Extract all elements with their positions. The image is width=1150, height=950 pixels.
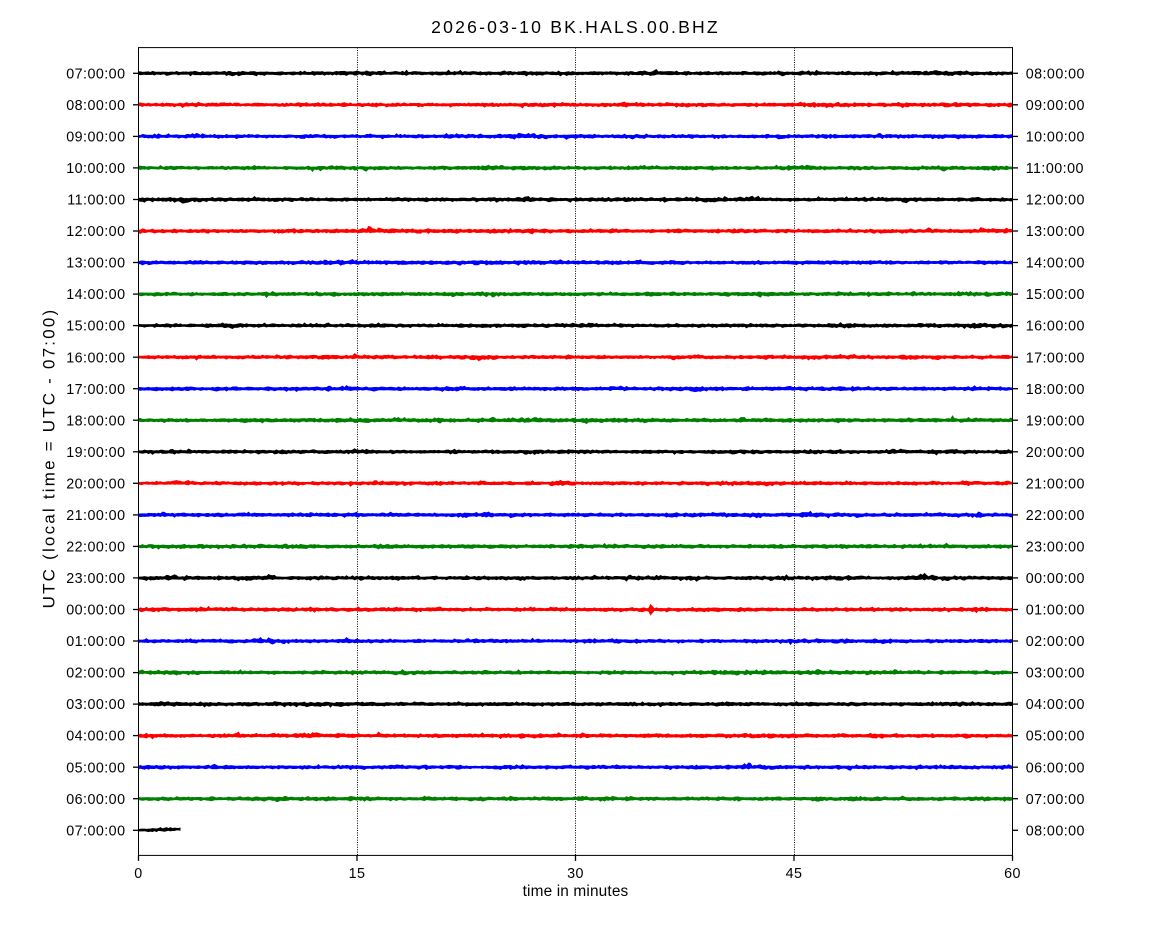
svg-text:03:00:00: 03:00:00 bbox=[66, 697, 125, 713]
svg-text:18:00:00: 18:00:00 bbox=[1026, 382, 1085, 398]
svg-text:15:00:00: 15:00:00 bbox=[1026, 287, 1085, 303]
svg-text:time in minutes: time in minutes bbox=[523, 883, 629, 900]
svg-text:15:00:00: 15:00:00 bbox=[66, 319, 125, 335]
svg-text:01:00:00: 01:00:00 bbox=[1026, 603, 1085, 619]
svg-text:02:00:00: 02:00:00 bbox=[1026, 634, 1085, 650]
svg-text:0: 0 bbox=[134, 866, 142, 882]
svg-text:00:00:00: 00:00:00 bbox=[1026, 571, 1085, 587]
svg-text:08:00:00: 08:00:00 bbox=[1026, 66, 1085, 82]
svg-text:18:00:00: 18:00:00 bbox=[66, 413, 125, 429]
svg-text:06:00:00: 06:00:00 bbox=[1026, 760, 1085, 776]
svg-text:11:00:00: 11:00:00 bbox=[1026, 161, 1084, 177]
svg-text:04:00:00: 04:00:00 bbox=[1026, 697, 1085, 713]
svg-text:08:00:00: 08:00:00 bbox=[66, 98, 125, 114]
svg-text:UTC (local time = UTC - 07:00): UTC (local time = UTC - 07:00) bbox=[40, 308, 59, 609]
svg-text:23:00:00: 23:00:00 bbox=[1026, 540, 1085, 556]
svg-text:09:00:00: 09:00:00 bbox=[66, 130, 125, 146]
svg-text:20:00:00: 20:00:00 bbox=[1026, 445, 1085, 461]
svg-text:20:00:00: 20:00:00 bbox=[66, 476, 125, 492]
svg-text:22:00:00: 22:00:00 bbox=[66, 540, 125, 556]
svg-text:07:00:00: 07:00:00 bbox=[66, 66, 125, 82]
svg-text:30: 30 bbox=[567, 866, 584, 882]
svg-text:10:00:00: 10:00:00 bbox=[1026, 130, 1085, 146]
svg-text:07:00:00: 07:00:00 bbox=[66, 823, 125, 839]
svg-text:16:00:00: 16:00:00 bbox=[66, 350, 125, 366]
svg-text:03:00:00: 03:00:00 bbox=[1026, 666, 1085, 682]
svg-text:19:00:00: 19:00:00 bbox=[1026, 413, 1085, 429]
svg-text:17:00:00: 17:00:00 bbox=[66, 382, 125, 398]
svg-text:17:00:00: 17:00:00 bbox=[1026, 350, 1085, 366]
svg-text:10:00:00: 10:00:00 bbox=[66, 161, 125, 177]
svg-text:11:00:00: 11:00:00 bbox=[67, 193, 125, 209]
svg-text:14:00:00: 14:00:00 bbox=[1026, 256, 1085, 272]
svg-text:04:00:00: 04:00:00 bbox=[66, 729, 125, 745]
svg-text:22:00:00: 22:00:00 bbox=[1026, 508, 1085, 524]
svg-text:23:00:00: 23:00:00 bbox=[66, 571, 125, 587]
svg-text:45: 45 bbox=[786, 866, 803, 882]
svg-text:13:00:00: 13:00:00 bbox=[66, 256, 125, 272]
svg-text:01:00:00: 01:00:00 bbox=[66, 634, 125, 650]
svg-text:00:00:00: 00:00:00 bbox=[66, 603, 125, 619]
svg-text:09:00:00: 09:00:00 bbox=[1026, 98, 1085, 114]
svg-text:05:00:00: 05:00:00 bbox=[66, 760, 125, 776]
svg-text:08:00:00: 08:00:00 bbox=[1026, 823, 1085, 839]
svg-text:12:00:00: 12:00:00 bbox=[1026, 193, 1085, 209]
svg-text:05:00:00: 05:00:00 bbox=[1026, 729, 1085, 745]
svg-text:02:00:00: 02:00:00 bbox=[66, 666, 125, 682]
svg-text:21:00:00: 21:00:00 bbox=[66, 508, 125, 524]
svg-text:60: 60 bbox=[1004, 866, 1021, 882]
svg-text:19:00:00: 19:00:00 bbox=[66, 445, 125, 461]
svg-text:2026-03-10 BK.HALS.00.BHZ: 2026-03-10 BK.HALS.00.BHZ bbox=[431, 17, 720, 37]
svg-text:14:00:00: 14:00:00 bbox=[66, 287, 125, 303]
svg-text:16:00:00: 16:00:00 bbox=[1026, 319, 1085, 335]
svg-text:13:00:00: 13:00:00 bbox=[1026, 224, 1085, 240]
svg-text:15: 15 bbox=[349, 866, 366, 882]
svg-text:07:00:00: 07:00:00 bbox=[1026, 792, 1085, 808]
svg-text:12:00:00: 12:00:00 bbox=[66, 224, 125, 240]
svg-text:06:00:00: 06:00:00 bbox=[66, 792, 125, 808]
svg-text:21:00:00: 21:00:00 bbox=[1026, 476, 1085, 492]
